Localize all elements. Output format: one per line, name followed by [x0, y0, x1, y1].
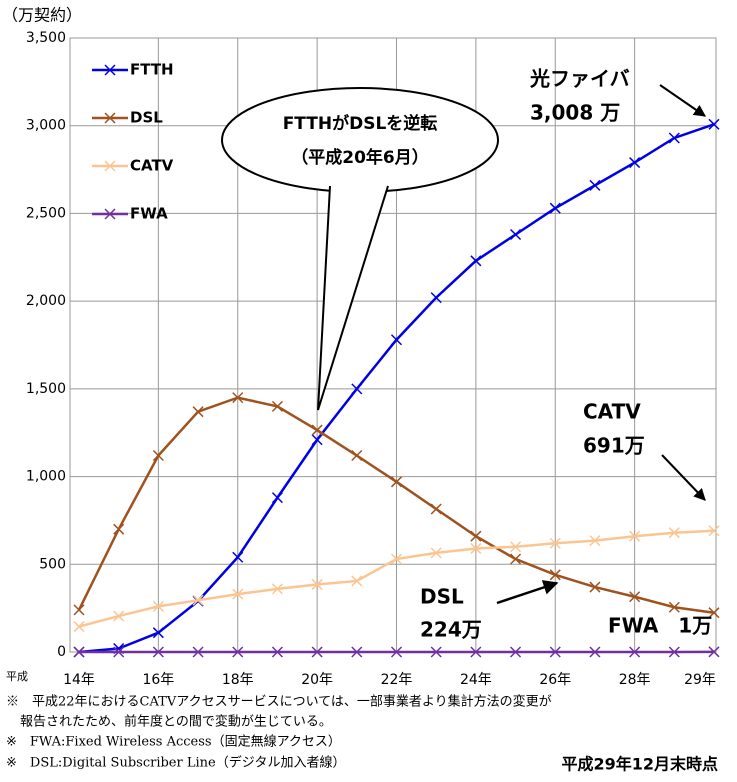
y-tick-label: 2,500 [26, 205, 66, 221]
x-tick-label: 22年 [381, 672, 413, 688]
y-tick-label: 500 [39, 556, 66, 572]
marker [511, 554, 521, 564]
marker [431, 504, 441, 514]
x-tick-label: 24年 [460, 672, 492, 688]
y-tick-label: 1,500 [26, 381, 66, 397]
speech-tail [318, 186, 388, 410]
bubble-text: （平成20年6月） [291, 147, 429, 168]
legend-label: CATV [130, 157, 174, 175]
legend-label: FWA [130, 205, 168, 223]
marker [590, 180, 600, 190]
y-unit: （万契約） [2, 6, 82, 25]
x-tick-label: 16年 [142, 672, 174, 688]
marker [74, 605, 84, 615]
footnote: ※ FWA:Fixed Wireless Access（固定無線アクセス） [6, 734, 341, 750]
speech-bubble [222, 88, 498, 192]
x-tick-label: 14年 [63, 672, 95, 688]
as-of: 平成29年12月末時点 [561, 755, 718, 774]
annotation: DSL [420, 585, 464, 609]
x-prefix: 平成 [6, 670, 28, 683]
x-tick-label: 18年 [222, 672, 254, 688]
legend-label: DSL [130, 109, 163, 127]
annotation: 3,008 万 [530, 101, 620, 125]
x-tick-label: 26年 [539, 672, 571, 688]
y-tick-label: 2,000 [26, 293, 66, 309]
y-tick-label: 1,000 [26, 469, 66, 485]
x-tick-label: 20年 [301, 672, 333, 688]
x-tick-label: 28年 [619, 672, 651, 688]
annotation: FWA 1万 [608, 614, 712, 638]
x-tick-label: 29年 [684, 672, 716, 688]
annotation: CATV [583, 400, 641, 424]
footnote: ※ 平成22年におけるCATVアクセスサービスについては、一部事業者より集計方法… [6, 694, 552, 710]
footnote: ※ DSL:Digital Subscriber Line（デジタル加入者線） [6, 755, 345, 771]
y-tick-label: 3,000 [26, 118, 66, 134]
annotation: 691万 [583, 434, 645, 458]
arrow [497, 583, 557, 603]
y-tick-label: 0 [57, 644, 66, 660]
bubble-text: FTTHがDSLを逆転 [283, 113, 438, 134]
marker [272, 493, 282, 503]
annotation: 光ファイバ [529, 67, 630, 91]
y-tick-label: 3,500 [26, 30, 66, 46]
marker [511, 229, 521, 239]
marker [352, 451, 362, 461]
legend-label: FTTH [130, 61, 174, 79]
arrow [662, 455, 705, 500]
footnote: 報告されたため、前年度との間で変動が生じている。 [20, 714, 332, 730]
annotation: 224万 [420, 618, 482, 642]
marker [114, 524, 124, 534]
arrow [660, 85, 705, 116]
